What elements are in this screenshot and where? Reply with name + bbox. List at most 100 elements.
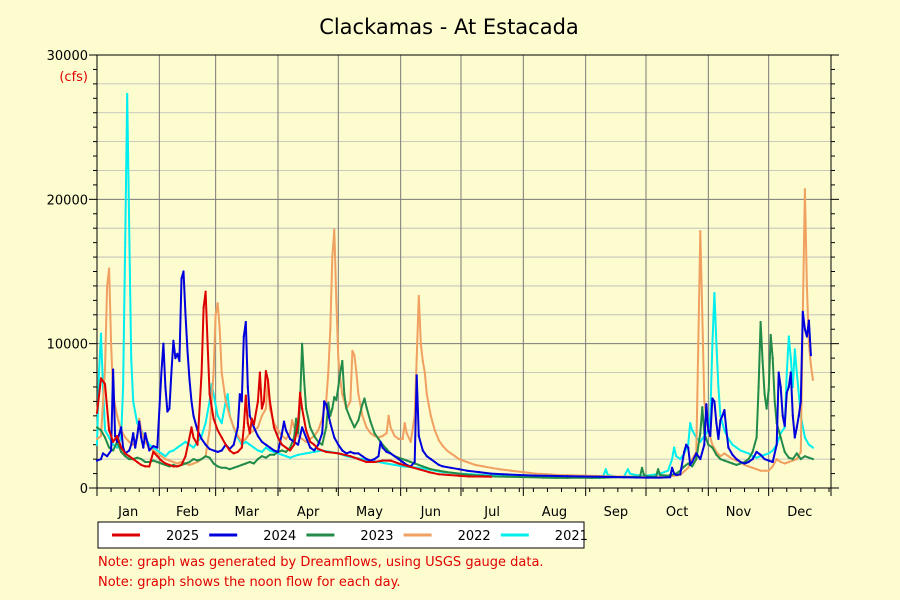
data-point bbox=[95, 443, 99, 446]
x-tick-label: Apr bbox=[297, 505, 320, 520]
data-point bbox=[433, 460, 436, 464]
data-point bbox=[220, 422, 223, 425]
x-tick-label: May bbox=[356, 505, 383, 520]
data-point bbox=[795, 458, 798, 461]
data-point bbox=[176, 465, 179, 468]
data-point bbox=[152, 450, 155, 453]
data-point bbox=[482, 465, 485, 468]
data-point bbox=[449, 466, 452, 469]
data-point bbox=[735, 458, 738, 461]
data-point bbox=[329, 328, 332, 331]
data-point bbox=[807, 456, 811, 459]
data-point bbox=[457, 474, 461, 477]
data-point bbox=[317, 443, 320, 446]
data-point bbox=[120, 446, 123, 449]
x-tick-label: Jun bbox=[420, 505, 441, 520]
data-point bbox=[349, 417, 352, 420]
data-point bbox=[385, 447, 388, 451]
data-point bbox=[172, 465, 175, 468]
data-point bbox=[136, 460, 139, 464]
data-point bbox=[409, 440, 412, 443]
data-point bbox=[709, 434, 712, 438]
data-point bbox=[747, 452, 750, 455]
data-point bbox=[763, 393, 766, 396]
data-point bbox=[192, 446, 195, 449]
data-point bbox=[755, 450, 758, 453]
data-point bbox=[172, 339, 175, 342]
data-point bbox=[248, 432, 251, 435]
data-point bbox=[112, 440, 115, 443]
data-point bbox=[152, 445, 155, 448]
data-point bbox=[381, 446, 384, 449]
data-point bbox=[691, 465, 694, 468]
data-point bbox=[715, 342, 718, 345]
data-point bbox=[240, 446, 243, 449]
data-point bbox=[325, 450, 328, 453]
data-point bbox=[801, 310, 804, 313]
data-point bbox=[284, 446, 288, 449]
data-point bbox=[95, 437, 99, 440]
data-point bbox=[711, 397, 714, 400]
data-point bbox=[156, 460, 159, 464]
data-point bbox=[168, 459, 171, 462]
data-point bbox=[490, 466, 493, 469]
data-point bbox=[705, 403, 708, 406]
data-point bbox=[164, 458, 167, 461]
data-point bbox=[156, 446, 159, 449]
data-point bbox=[791, 414, 794, 417]
data-point bbox=[128, 455, 131, 458]
data-point bbox=[220, 449, 223, 452]
data-point bbox=[365, 426, 368, 429]
data-point bbox=[301, 426, 304, 429]
data-point bbox=[99, 434, 103, 438]
data-point bbox=[313, 443, 316, 446]
data-point bbox=[445, 471, 448, 474]
data-point bbox=[317, 447, 320, 451]
data-point bbox=[345, 407, 348, 410]
data-point bbox=[785, 391, 788, 394]
data-point bbox=[272, 426, 276, 429]
data-point bbox=[204, 422, 207, 425]
data-point bbox=[811, 378, 815, 381]
data-point bbox=[124, 455, 127, 458]
data-point bbox=[425, 393, 428, 396]
data-point bbox=[417, 468, 420, 471]
data-point bbox=[232, 443, 235, 446]
data-point bbox=[421, 359, 424, 363]
data-point bbox=[522, 471, 525, 474]
data-point bbox=[176, 352, 179, 355]
data-point bbox=[200, 437, 203, 440]
data-point bbox=[719, 419, 722, 422]
data-point bbox=[218, 328, 221, 331]
data-point bbox=[246, 422, 249, 425]
data-point bbox=[747, 465, 750, 468]
data-point bbox=[659, 473, 662, 477]
data-point bbox=[361, 414, 364, 417]
data-point bbox=[795, 426, 798, 429]
data-point bbox=[170, 371, 173, 374]
series-2025 bbox=[95, 290, 493, 478]
data-point bbox=[397, 462, 400, 465]
data-point bbox=[447, 473, 450, 477]
data-point bbox=[260, 440, 263, 443]
data-point bbox=[148, 449, 151, 452]
data-point bbox=[699, 458, 702, 461]
data-point bbox=[683, 465, 686, 468]
data-point bbox=[148, 465, 151, 468]
data-point bbox=[120, 450, 123, 453]
data-point bbox=[413, 460, 416, 464]
data-point bbox=[192, 436, 195, 439]
data-point bbox=[95, 426, 99, 429]
data-point bbox=[703, 400, 706, 403]
data-point bbox=[99, 458, 103, 461]
data-point bbox=[122, 385, 125, 389]
data-point bbox=[256, 458, 259, 461]
data-point bbox=[542, 476, 545, 479]
data-point bbox=[457, 468, 461, 471]
data-point bbox=[357, 458, 360, 461]
x-tick-label: Jul bbox=[483, 505, 500, 520]
data-point bbox=[747, 460, 750, 464]
data-point bbox=[739, 460, 742, 464]
data-point bbox=[138, 417, 141, 420]
